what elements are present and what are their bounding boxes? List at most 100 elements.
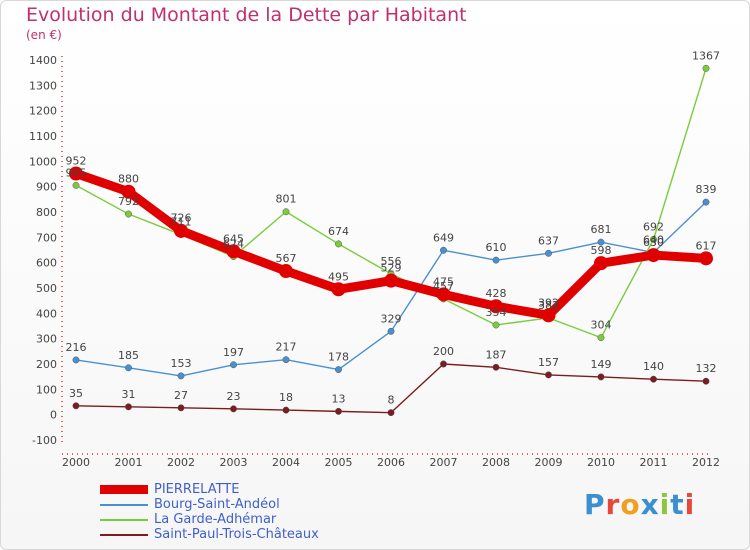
data-label: 329	[381, 312, 402, 325]
data-point	[335, 407, 342, 415]
data-label: 630	[643, 236, 664, 249]
data-label: 157	[538, 356, 559, 369]
data-label: 495	[328, 270, 349, 283]
data-point	[331, 282, 346, 297]
data-label: 457	[433, 280, 454, 293]
data-label: 197	[223, 346, 244, 359]
y-tick-label: 100	[36, 383, 57, 396]
chart-title: Evolution du Montant de la Dette par Hab…	[26, 4, 467, 26]
data-point	[125, 210, 132, 218]
legend-item: Bourg-Saint-Andéol	[100, 497, 319, 512]
data-label: 185	[118, 349, 139, 362]
data-label: 637	[538, 234, 559, 247]
data-label: 792	[118, 195, 139, 208]
data-label: 649	[433, 231, 454, 244]
logo-letter: i	[684, 488, 696, 521]
data-label: 18	[279, 391, 293, 404]
y-tick-label: 900	[36, 181, 57, 194]
data-label: 475	[433, 275, 454, 288]
x-tick-label: 2011	[640, 456, 668, 469]
data-point	[230, 361, 237, 369]
y-tick-label: 1000	[29, 155, 57, 168]
data-point	[702, 377, 710, 385]
x-tick-label: 2001	[115, 456, 143, 469]
data-label: 645	[223, 232, 244, 245]
series-line	[75, 67, 707, 339]
data-point	[125, 364, 132, 372]
data-point	[702, 198, 710, 206]
x-tick-label: 2008	[482, 456, 510, 469]
data-point	[545, 371, 552, 379]
y-tick-label: 800	[36, 206, 57, 219]
data-label: 31	[122, 388, 136, 401]
y-tick-label: 300	[36, 333, 57, 346]
data-label: 726	[171, 212, 192, 225]
data-point	[72, 402, 80, 410]
data-point	[650, 375, 657, 383]
x-tick-label: 2002	[167, 456, 195, 469]
data-label: 839	[696, 183, 717, 196]
data-label: 610	[486, 241, 507, 254]
data-point	[597, 238, 605, 246]
data-label: 692	[643, 220, 664, 233]
data-point	[436, 287, 451, 302]
data-label: 674	[328, 225, 349, 238]
y-tick-label: 1300	[29, 79, 57, 92]
data-point	[492, 256, 500, 264]
data-label: 880	[118, 173, 139, 186]
data-point	[594, 256, 608, 271]
y-tick-label: 500	[36, 282, 57, 295]
data-point	[177, 372, 185, 380]
logo-letter: o	[620, 488, 641, 521]
data-point	[72, 181, 80, 189]
data-label: 640	[643, 234, 664, 247]
data-point	[597, 334, 605, 342]
data-point	[335, 366, 342, 374]
data-point	[646, 248, 661, 263]
logo-letter: P	[584, 488, 606, 521]
data-point	[387, 327, 395, 335]
y-tick-label: 1400	[29, 54, 57, 67]
data-point	[282, 406, 290, 414]
data-label: 711	[171, 216, 192, 229]
legend-label: PIERRELATTE	[154, 482, 240, 497]
data-point	[282, 356, 290, 364]
data-point	[440, 246, 447, 254]
data-label: 1367	[692, 49, 720, 62]
data-label: 216	[66, 341, 87, 354]
data-label: 801	[276, 193, 297, 206]
legend: PIERRELATTE Bourg-Saint-Andéol La Garde-Ad…	[100, 482, 319, 542]
data-label: 149	[591, 358, 612, 371]
data-label: 27	[174, 389, 188, 402]
data-point	[72, 356, 80, 364]
y-tick-label: 700	[36, 231, 57, 244]
data-point	[282, 208, 290, 216]
x-tick-label: 2010	[587, 456, 615, 469]
legend-label: La Garde-Adhémar	[154, 512, 277, 527]
data-point	[597, 373, 605, 381]
legend-item: PIERRELATTE	[100, 482, 319, 497]
data-label: 8	[388, 394, 395, 407]
legend-swatch	[100, 503, 148, 506]
logo-letter: x	[640, 488, 660, 521]
data-label: 13	[332, 392, 346, 405]
data-point	[492, 321, 500, 329]
data-label: 567	[276, 252, 297, 265]
chart-unit-label: (en €)	[26, 28, 62, 42]
data-label: 617	[696, 239, 717, 252]
data-point	[121, 184, 136, 199]
legend-swatch	[100, 533, 148, 536]
y-tick-label: 1100	[29, 130, 57, 143]
data-point	[384, 273, 398, 288]
y-tick-label: 0	[50, 409, 57, 422]
data-label: 952	[66, 154, 87, 167]
legend-swatch	[100, 485, 148, 494]
data-point	[541, 308, 556, 323]
data-label: 178	[328, 351, 349, 364]
x-tick-label: 2005	[325, 456, 353, 469]
y-tick-label: -100	[32, 434, 57, 447]
legend-label: Saint-Paul-Trois-Châteaux	[154, 527, 319, 542]
data-point	[230, 405, 237, 413]
data-label: 392	[538, 296, 559, 309]
